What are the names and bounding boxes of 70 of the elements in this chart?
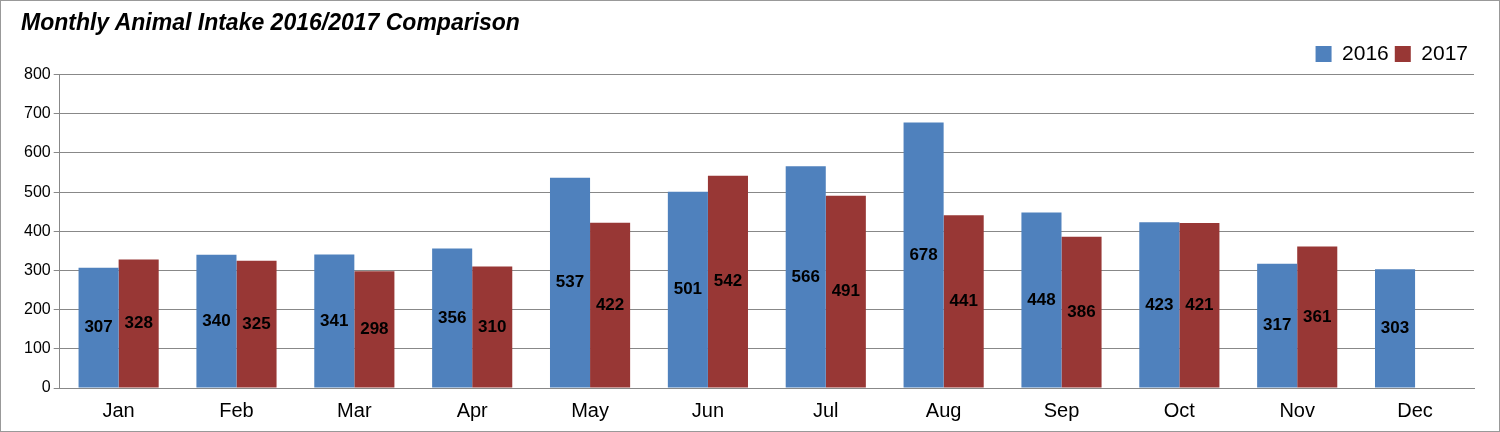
data-label: 310 [478, 316, 507, 336]
y-tick-label: 800 [23, 65, 51, 83]
bar [943, 215, 984, 388]
x-tick-label: Oct [1163, 398, 1196, 421]
data-label: 356 [437, 307, 467, 327]
x-tick-label: May [571, 398, 609, 421]
y-tick-label: 100 [23, 339, 51, 357]
data-label: 298 [360, 319, 389, 339]
bar [1139, 222, 1180, 388]
bar [236, 260, 277, 388]
data-label: 340 [202, 310, 231, 330]
x-tick-label: Feb [219, 398, 254, 421]
bar [1061, 236, 1102, 388]
bar [707, 175, 748, 388]
data-label: 307 [84, 317, 113, 337]
bar [118, 259, 159, 388]
data-label: 422 [595, 294, 625, 314]
data-label: 542 [713, 271, 743, 291]
data-label: 448 [1027, 289, 1056, 309]
y-tick-label: 200 [23, 300, 51, 318]
bar [78, 267, 119, 388]
x-tick-label: Aug [925, 398, 962, 421]
bar [667, 191, 708, 388]
data-label: 491 [831, 281, 860, 301]
x-tick-label: Mar [337, 398, 372, 421]
data-label: 317 [1262, 315, 1292, 335]
bar [825, 195, 866, 388]
bar [1021, 212, 1062, 388]
data-label: 303 [1380, 318, 1410, 338]
x-tick-label: Jan [102, 398, 135, 421]
x-tick-label: Sep [1043, 398, 1080, 421]
bar [1179, 223, 1220, 388]
y-tick-label: 300 [23, 260, 51, 278]
x-tick-label: Dec [1397, 398, 1433, 421]
data-label: 386 [1067, 301, 1096, 321]
data-label: 328 [124, 313, 153, 333]
bar [549, 177, 591, 388]
bar [354, 271, 395, 388]
data-label: 566 [791, 266, 820, 286]
x-tick-label: Apr [456, 398, 489, 421]
data-label: 325 [242, 313, 271, 333]
bar [1297, 246, 1338, 388]
data-label: 441 [949, 291, 978, 311]
bar [432, 248, 473, 388]
data-label: 341 [320, 310, 349, 330]
y-tick-label: 500 [23, 182, 51, 200]
data-label: 423 [1145, 294, 1174, 314]
chart-title: Monthly Animal Intake 2016/2017 Comparison [21, 9, 520, 36]
y-tick-label: 400 [23, 221, 51, 239]
data-label: 421 [1185, 294, 1214, 314]
bar [1257, 263, 1298, 388]
legend-label: 2017 [1421, 40, 1468, 64]
data-label: 678 [909, 244, 938, 264]
legend-label: 2016 [1342, 40, 1389, 64]
x-tick-label: Nov [1279, 398, 1315, 421]
y-tick-label: 0 [41, 378, 51, 396]
data-label: 537 [555, 272, 585, 292]
bar [590, 222, 631, 388]
bar [196, 254, 237, 388]
bar [314, 254, 355, 388]
data-label: 361 [1303, 306, 1332, 326]
bar [1375, 269, 1416, 388]
bar [472, 266, 513, 388]
x-tick-label: Jul [812, 398, 839, 421]
y-tick-label: 700 [23, 104, 51, 122]
bar [785, 166, 826, 388]
bar [903, 122, 944, 388]
data-label: 501 [673, 279, 703, 299]
x-tick-label: Jun [691, 398, 725, 421]
y-tick-label: 600 [23, 143, 51, 161]
